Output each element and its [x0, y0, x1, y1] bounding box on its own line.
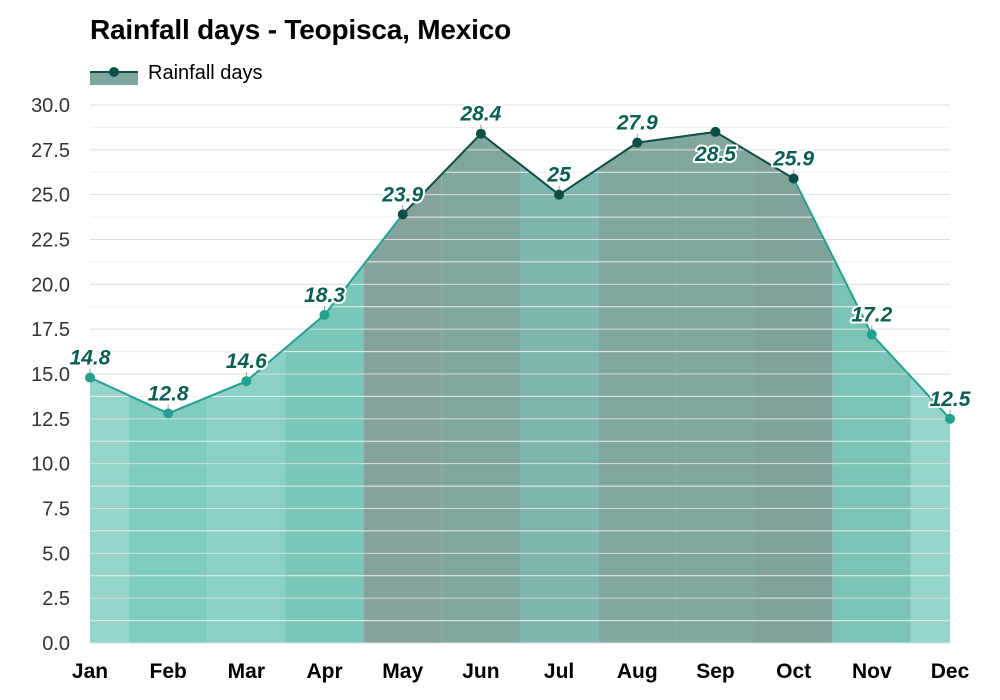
month-band-sep — [676, 131, 755, 643]
x-tick-label-apr: Apr — [306, 660, 342, 683]
month-band-dec — [910, 376, 950, 643]
y-tick-label: 17.5 — [31, 319, 70, 341]
y-tick-label: 10.0 — [31, 454, 70, 476]
line-segment-apr — [323, 213, 404, 316]
point-may[interactable] — [397, 209, 408, 220]
gridlines — [90, 104, 950, 644]
y-tick-label: 30.0 — [31, 95, 70, 117]
x-tick-label-dec: Dec — [931, 660, 970, 683]
x-tick-label-nov: Nov — [852, 660, 892, 683]
x-tick-label-jun: Jun — [462, 660, 499, 683]
x-tick-label-jul: Jul — [544, 660, 574, 683]
x-tick-label-may: May — [382, 660, 423, 683]
y-tick-label: 2.5 — [42, 588, 70, 610]
data-label-aug: 27.9 — [616, 112, 658, 135]
point-mar[interactable] — [241, 376, 252, 387]
data-label-mar: 14.6 — [226, 350, 267, 373]
month-band-jan — [90, 377, 130, 643]
point-apr[interactable] — [319, 309, 330, 320]
legend-swatch-fill — [90, 71, 138, 85]
line-segment-may — [402, 132, 482, 216]
month-band-mar — [207, 347, 286, 643]
y-tick-label: 20.0 — [31, 274, 70, 296]
month-band-jul — [520, 164, 599, 643]
month-band-feb — [129, 395, 208, 643]
data-label-oct: 25.9 — [772, 148, 814, 171]
point-sep[interactable] — [710, 126, 721, 137]
data-label-apr: 18.3 — [304, 284, 345, 307]
x-tick-label-mar: Mar — [228, 660, 265, 683]
month-band-oct — [754, 155, 833, 644]
month-band-apr — [285, 264, 364, 643]
y-tick-label: 22.5 — [31, 230, 70, 252]
point-jun[interactable] — [475, 128, 486, 139]
data-label-jan: 14.8 — [70, 347, 111, 370]
line-segment-mar — [245, 314, 326, 382]
line-segment-oct — [792, 178, 873, 335]
data-label-jul: 25 — [546, 164, 571, 187]
line-segment-sep — [714, 131, 795, 180]
data-label-sep: 28.5 — [694, 143, 736, 166]
x-tick-label-oct: Oct — [776, 660, 811, 683]
y-tick-label: 25.0 — [31, 185, 70, 207]
legend[interactable]: Rainfall days — [90, 62, 263, 85]
y-tick-label: 5.0 — [42, 543, 70, 565]
point-aug[interactable] — [632, 137, 643, 148]
legend-swatch-dot — [109, 66, 119, 77]
data-label-feb: 12.8 — [148, 382, 189, 405]
series-line — [89, 130, 951, 420]
point-jul[interactable] — [554, 189, 565, 200]
x-tick-label-feb: Feb — [150, 660, 187, 683]
month-band-nov — [832, 256, 911, 643]
point-dec[interactable] — [945, 413, 955, 424]
line-segment-feb — [167, 380, 247, 415]
y-axis-ticks: 0.0 2.5 5.0 7.5 10.0 12.5 15.0 17.5 20.0 22.5 25.0… — [31, 95, 70, 655]
x-tick-label-aug: Aug — [617, 660, 658, 683]
month-band-aug — [598, 137, 677, 643]
month-band-jun — [441, 133, 520, 643]
line-segment-aug — [637, 130, 716, 144]
x-tick-label-sep: Sep — [696, 660, 735, 683]
y-tick-label: 15.0 — [31, 364, 70, 386]
data-labels: 14.8 12.8 14.6 18.3 23.9 28.4 25 27.9 28.5 25.9 17… — [68, 101, 973, 414]
data-label-may: 23.9 — [381, 183, 423, 206]
line-segment-jun — [480, 132, 560, 196]
x-axis-ticks: Jan Feb Mar Apr May Jun Jul Aug Sep Oct Nov Dec — [72, 660, 970, 683]
line-segment-nov — [871, 333, 951, 420]
y-tick-label: 0.0 — [42, 633, 70, 655]
data-label-jun: 28.4 — [459, 103, 501, 126]
legend-label: Rainfall days — [148, 62, 263, 84]
chart-title: Rainfall days - Teopisca, Mexico — [90, 14, 511, 45]
legend-swatch-icon — [90, 63, 138, 85]
point-feb[interactable] — [163, 408, 174, 419]
line-segment-jul — [558, 141, 638, 196]
month-band-may — [363, 174, 442, 643]
point-jan[interactable] — [85, 372, 95, 383]
series-points — [85, 126, 955, 424]
point-nov[interactable] — [866, 329, 877, 340]
y-tick-label: 7.5 — [42, 499, 70, 521]
line-segment-jan — [89, 376, 169, 415]
y-tick-label: 12.5 — [31, 409, 70, 431]
point-oct[interactable] — [788, 173, 799, 184]
data-label-dec: 12.5 — [930, 388, 971, 411]
x-tick-label-jan: Jan — [72, 660, 108, 683]
month-bands — [90, 131, 950, 644]
data-label-nov: 17.2 — [851, 304, 892, 327]
y-tick-label: 27.5 — [31, 140, 70, 162]
